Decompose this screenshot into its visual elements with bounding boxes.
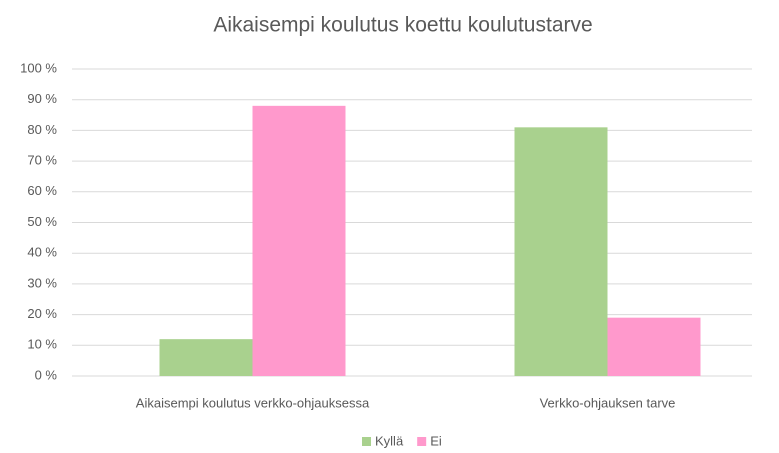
x-tick-label: Aikaisempi koulutus verkko-ohjauksessa [136, 395, 370, 410]
y-tick-label: 0 % [35, 367, 58, 382]
y-tick-label: 40 % [27, 245, 57, 260]
y-tick-label: 30 % [27, 275, 57, 290]
legend-label: Ei [430, 433, 442, 448]
y-tick-label: 20 % [27, 306, 57, 321]
y-tick-label: 10 % [27, 337, 57, 352]
chart-title: Aikaisempi koulutus koettu koulutustarve [213, 14, 592, 37]
bar [252, 105, 346, 376]
y-tick-label: 80 % [27, 122, 57, 137]
bar [514, 127, 608, 376]
bar [607, 317, 701, 376]
y-tick-label: 100 % [20, 60, 57, 75]
y-tick-label: 50 % [27, 214, 57, 229]
x-tick-label: Verkko-ohjauksen tarve [540, 395, 676, 410]
legend-swatch [362, 437, 371, 446]
legend-swatch [417, 437, 427, 446]
bar [159, 339, 253, 376]
y-tick-label: 60 % [27, 183, 57, 198]
y-tick-label: 70 % [27, 153, 57, 168]
legend-label: Kyllä [375, 433, 404, 448]
y-tick-label: 90 % [27, 91, 57, 106]
